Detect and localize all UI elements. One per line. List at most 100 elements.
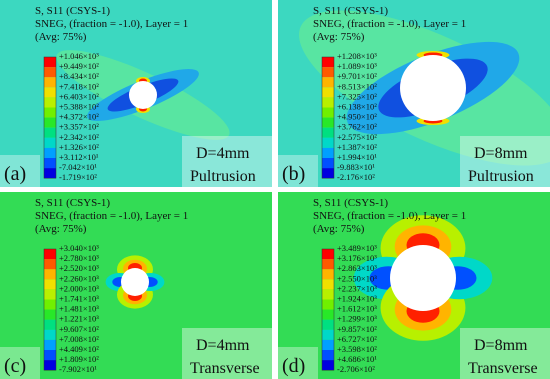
legend-label: +9.701×10² (337, 71, 377, 81)
panel: S, S11 (CSYS-1)SNEG, (fraction = -1.0), … (278, 0, 550, 187)
legend-label: +3.598×10² (337, 344, 377, 354)
color-swatch (322, 269, 334, 280)
colorbar-frame (321, 56, 335, 179)
legend-label: +2.550×10³ (337, 273, 377, 283)
panel: S, S11 (CSYS-1)SNEG, (fraction = -1.0), … (0, 192, 272, 379)
label-box (0, 155, 40, 187)
legend-label: +7.008×10² (59, 334, 99, 344)
color-swatch (322, 77, 334, 88)
header-line: (Avg: 75%) (35, 223, 87, 235)
color-swatch (322, 309, 334, 320)
color-swatch (44, 339, 56, 350)
material: Pultrusion (468, 168, 534, 185)
info-box (460, 136, 550, 187)
color-swatch (322, 249, 334, 260)
legend-label: +1.612×10³ (337, 304, 377, 314)
color-swatch (322, 87, 334, 98)
header-line: SNEG, (fraction = -1.0), Layer = 1 (313, 210, 466, 222)
color-swatch (322, 329, 334, 340)
color-swatch (44, 67, 56, 78)
diameter: D=4mm (196, 145, 250, 162)
color-swatch (44, 168, 56, 179)
color-swatch (44, 289, 56, 300)
legend-label: +9.607×10² (59, 324, 99, 334)
material: Transverse (190, 360, 260, 377)
color-swatch (322, 137, 334, 148)
panel-label: (b) (282, 163, 305, 185)
legend-label: +4.409×10² (59, 344, 99, 354)
color-swatch (44, 269, 56, 280)
color-swatch (322, 158, 334, 169)
legend-label: +3.176×10³ (337, 253, 377, 263)
legend-label: +1.994×10¹ (337, 152, 377, 162)
info-box (182, 328, 272, 379)
legend-label: +8.513×10² (337, 81, 377, 91)
legend-label: +2.520×10³ (59, 263, 99, 273)
header-line: S, S11 (CSYS-1) (35, 197, 110, 209)
color-swatch (44, 329, 56, 340)
color-swatch (322, 117, 334, 128)
legend-label: +7.325×10² (337, 91, 377, 101)
legend-label: +1.481×10³ (59, 304, 99, 314)
color-swatch (322, 339, 334, 350)
diameter: D=8mm (474, 145, 528, 162)
legend-label: +3.040×10³ (59, 243, 99, 253)
legend-label: +2.342×10² (59, 132, 99, 142)
info-box (182, 136, 272, 187)
color-swatch (322, 147, 334, 158)
diameter: D=4mm (196, 337, 250, 354)
header-line: SNEG, (fraction = -1.0), Layer = 1 (35, 18, 188, 30)
legend-label: +2.780×10³ (59, 253, 99, 263)
legend-label: +1.741×10³ (59, 293, 99, 303)
legend-label: -1.719×10² (59, 172, 97, 182)
legend-label: +1.924×10³ (337, 293, 377, 303)
color-swatch (322, 97, 334, 108)
legend-label: +1.809×10² (59, 354, 99, 364)
legend-label: +6.403×10² (59, 91, 99, 101)
header-line: (Avg: 75%) (313, 223, 365, 235)
color-swatch (44, 87, 56, 98)
color-swatch (44, 117, 56, 128)
color-swatch (44, 309, 56, 320)
legend-label: -9.883×10¹ (337, 162, 375, 172)
legend-label: +4.950×10² (337, 112, 377, 122)
color-swatch (44, 319, 56, 330)
legend-label: +1.221×10³ (59, 314, 99, 324)
color-swatch (322, 289, 334, 300)
legend-label: +4.686×10¹ (337, 354, 377, 364)
color-swatch (322, 107, 334, 118)
colorbar-frame (321, 248, 335, 371)
legend-label: +1.299×10³ (337, 314, 377, 324)
color-swatch (44, 158, 56, 169)
diameter: D=8mm (474, 337, 528, 354)
legend-label: +8.434×10² (59, 71, 99, 81)
color-swatch (322, 360, 334, 371)
legend-label: +1.046×10³ (59, 51, 99, 61)
colorbar-frame (43, 56, 57, 179)
legend-label: -2.706×10² (337, 364, 375, 374)
legend-label: +1.089×10³ (337, 61, 377, 71)
material: Transverse (468, 360, 538, 377)
panel-label: (d) (282, 355, 305, 377)
panel-label: (a) (4, 163, 26, 185)
legend-label: +1.208×10³ (337, 51, 377, 61)
legend-label: +2.575×10² (337, 132, 377, 142)
material: Pultrusion (190, 168, 256, 185)
legend-label: +5.388×10² (59, 101, 99, 111)
legend-label: +3.489×10³ (337, 243, 377, 253)
color-swatch (44, 350, 56, 361)
color-swatch (322, 259, 334, 270)
legend-label: +3.112×10¹ (59, 152, 99, 162)
color-swatch (322, 299, 334, 310)
color-swatch (322, 168, 334, 179)
hole (121, 268, 149, 296)
color-swatch (44, 97, 56, 108)
legend-label: +1.387×10² (337, 142, 377, 152)
legend-label: -7.042×10¹ (59, 162, 97, 172)
panel-label: (c) (4, 355, 26, 377)
color-swatch (322, 67, 334, 78)
legend-label: +2.237×10³ (337, 283, 377, 293)
color-swatch (322, 127, 334, 138)
color-swatch (44, 57, 56, 68)
